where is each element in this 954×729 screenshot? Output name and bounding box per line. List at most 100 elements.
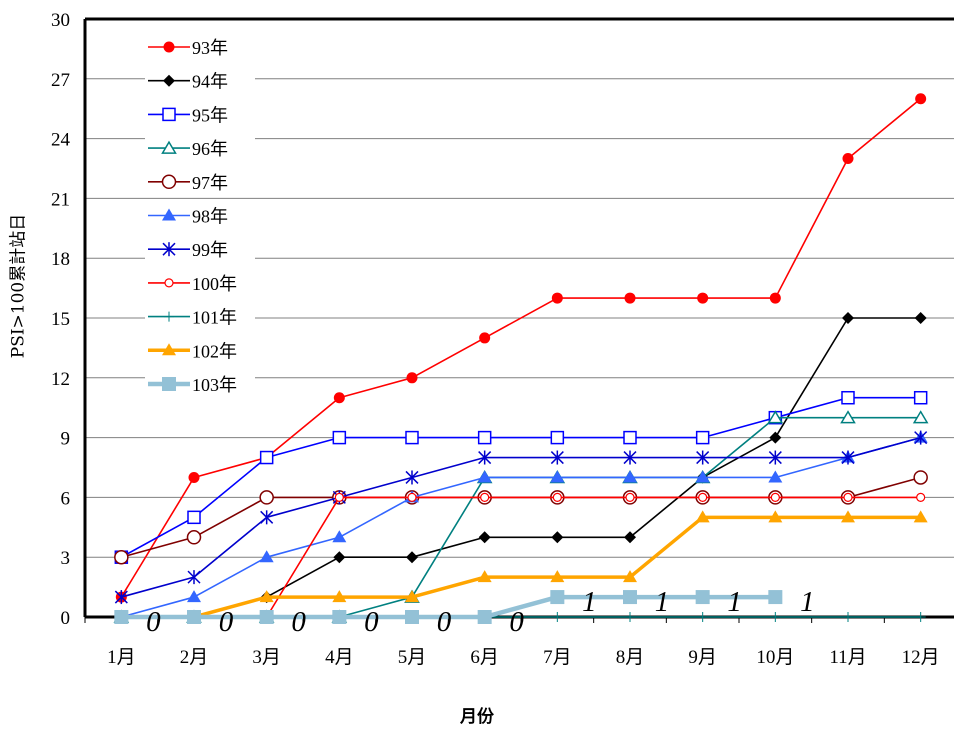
data-point [187,610,201,624]
data-point [768,510,783,523]
data-point [477,470,492,483]
data-point [623,590,637,605]
legend-label: 94年 [192,72,228,92]
legend-label: 93年 [192,38,228,58]
y-tick-label: 0 [61,608,71,629]
data-point [333,392,345,404]
legend-label: 99年 [192,240,228,260]
legend-item: 97年 [145,167,255,196]
legend-marker [164,311,174,322]
legend-item: 96年 [145,134,255,163]
data-point [477,430,492,445]
data-point [477,570,492,583]
data-point [770,612,781,622]
series-lines [113,93,929,624]
data-label: 1 [655,586,670,618]
data-point [479,332,491,344]
legend: 93年 94年 95年 96年 97年 98年 99年 100年 101年 102年 103年 [145,33,255,398]
legend-marker [162,242,176,257]
legend-marker [162,343,176,356]
data-point [551,292,563,304]
data-point [550,590,565,605]
data-point [114,590,128,605]
data-point [480,492,490,502]
y-tick-label: 27 [51,70,70,91]
x-tick-label: 5月 [398,647,427,668]
data-point [259,610,274,624]
y-tick-label: 3 [61,548,71,569]
legend-marker [161,174,177,190]
data-label: 0 [437,606,452,638]
data-point [259,550,274,563]
data-label: 0 [146,606,161,638]
data-point [478,531,491,544]
data-point [842,153,854,165]
data-point [916,492,926,502]
y-tick-label: 12 [51,369,70,390]
y-tick-label: 21 [51,189,70,210]
x-tick-label: 10月 [756,647,794,668]
data-point [187,570,201,585]
data-point [550,570,565,583]
legend-item: 93年 [145,33,255,61]
data-point [186,530,202,545]
y-tick-label: 24 [51,130,71,151]
legend-marker [162,107,176,122]
data-point [332,530,347,543]
data-point [695,590,710,605]
data-point [551,531,564,544]
data-point [697,612,708,622]
legend-marker [163,41,175,53]
legend-marker [163,74,175,87]
data-label: 0 [291,606,306,638]
data-point [405,470,419,485]
legend-item: 103年 [145,370,255,398]
data-point [913,390,928,405]
legend-label: 102年 [192,341,237,361]
data-point [333,551,346,564]
legend-label: 103年 [192,375,237,395]
data-point [552,612,563,622]
y-tick-label: 9 [61,429,71,450]
data-label: 1 [727,586,742,618]
data-point [405,610,419,624]
legend-item: 100年 [145,268,255,297]
data-point [768,470,783,483]
data-point [407,492,417,502]
data-label: 0 [364,606,379,638]
data-point [841,450,855,465]
data-point [769,431,782,444]
data-point [406,372,418,384]
data-point [914,430,928,445]
legend-marker [162,208,176,221]
data-label: 0 [219,606,234,638]
data-labels: 0 0 0 0 0 0 1 1 1 1 [146,586,814,638]
data-point [696,450,710,465]
series-line [121,436,921,618]
legend-label: 98年 [192,207,228,227]
data-point [405,590,419,603]
legend-item: 102年 [145,336,255,365]
y-axis-title: PSI>100累計站日 [8,213,29,359]
data-point [405,430,419,445]
data-point [550,470,565,483]
x-tick-label: 8月 [616,647,645,668]
x-tick-label: 11月 [829,647,866,668]
data-point [623,570,637,583]
data-point [697,292,709,304]
data-point [332,610,347,624]
data-point [695,470,710,483]
legend-label: 100年 [192,274,237,294]
legend-marker [164,278,174,288]
series-line [121,594,776,620]
data-point [698,492,708,502]
data-point [841,390,855,405]
data-point [406,551,418,564]
data-point [913,510,928,523]
data-point [625,612,635,622]
data-point [188,471,200,483]
x-tick-label: 2月 [180,647,209,668]
legend-marker [162,377,176,391]
data-point [770,492,780,502]
